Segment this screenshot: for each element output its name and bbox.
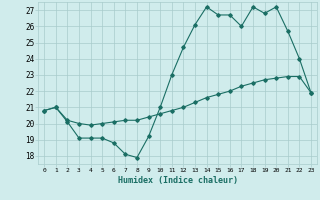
X-axis label: Humidex (Indice chaleur): Humidex (Indice chaleur) (118, 176, 238, 185)
